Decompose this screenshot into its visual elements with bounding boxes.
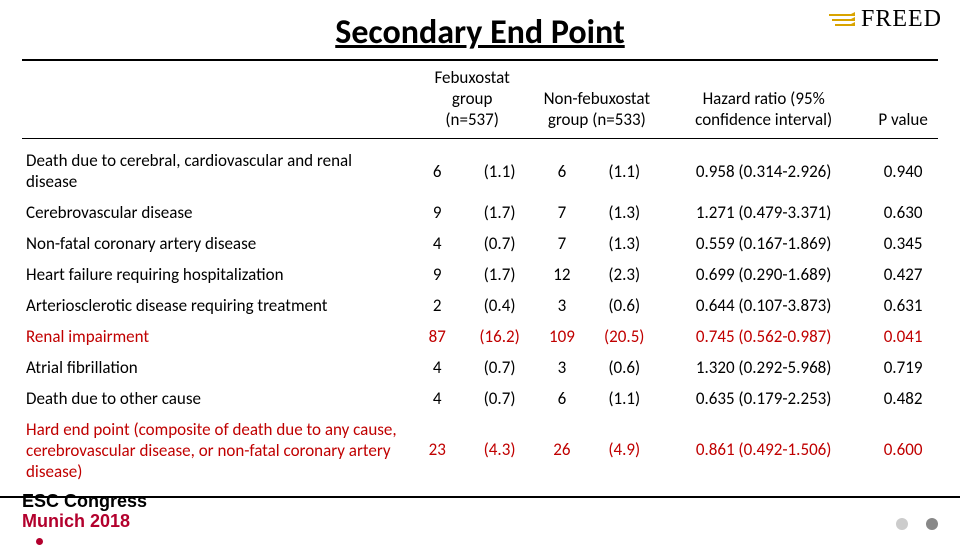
cell-nonfeb-pct: (1.1) <box>589 145 659 197</box>
cell-feb-n: 23 <box>410 414 465 484</box>
cell-feb-n: 4 <box>410 383 465 414</box>
header-nonfebuxostat: Non-febuxostat group (n=533) <box>535 63 660 136</box>
cell-nonfeb-pct: (20.5) <box>589 321 659 352</box>
cell-p-value: 0.482 <box>868 383 938 414</box>
cell-hazard-ratio: 0.699 (0.290-1.689) <box>659 259 868 290</box>
cell-feb-pct: (1.7) <box>465 197 535 228</box>
cell-label: Renal impairment <box>22 321 410 352</box>
footer-line2: Munich 2018 <box>22 512 147 549</box>
cell-nonfeb-pct: (0.6) <box>589 352 659 383</box>
footer-munich: Munich 2018 <box>22 512 147 532</box>
table-row: Atrial fibrillation4(0.7)3(0.6)1.320 (0.… <box>22 352 938 383</box>
cell-label: Non-fatal coronary artery disease <box>22 228 410 259</box>
cell-feb-n: 9 <box>410 259 465 290</box>
footer: ESC Congress Munich 2018 <box>0 496 960 544</box>
cell-nonfeb-n: 7 <box>535 228 590 259</box>
cell-nonfeb-pct: (1.3) <box>589 228 659 259</box>
table-row: Renal impairment87(16.2)109(20.5)0.745 (… <box>22 321 938 352</box>
cell-feb-pct: (0.4) <box>465 290 535 321</box>
cell-nonfeb-pct: (1.1) <box>589 383 659 414</box>
cell-hazard-ratio: 0.745 (0.562-0.987) <box>659 321 868 352</box>
cell-feb-n: 2 <box>410 290 465 321</box>
cell-nonfeb-n: 6 <box>535 145 590 197</box>
cell-label: Atrial fibrillation <box>22 352 410 383</box>
cell-hazard-ratio: 0.644 (0.107-3.873) <box>659 290 868 321</box>
header-hazard-ratio: Hazard ratio (95% confidence interval) <box>659 63 868 136</box>
cell-feb-pct: (1.7) <box>465 259 535 290</box>
header-p-value: P value <box>868 63 938 136</box>
brand-text: FREED <box>861 6 942 33</box>
cell-p-value: 0.940 <box>868 145 938 197</box>
table-row: Heart failure requiring hospitalization9… <box>22 259 938 290</box>
cell-p-value: 0.719 <box>868 352 938 383</box>
cell-feb-pct: (16.2) <box>465 321 535 352</box>
page-title: Secondary End Point <box>22 12 938 53</box>
cell-hazard-ratio: 0.861 (0.492-1.506) <box>659 414 868 484</box>
cell-hazard-ratio: 0.559 (0.167-1.869) <box>659 228 868 259</box>
table-row: Arteriosclerotic disease requiring treat… <box>22 290 938 321</box>
endpoints-table: Febuxostat group (n=537) Non-febuxostat … <box>22 63 938 484</box>
cell-label: Arteriosclerotic disease requiring treat… <box>22 290 410 321</box>
nav-dot-2[interactable] <box>926 518 938 530</box>
cell-feb-pct: (1.1) <box>465 145 535 197</box>
brand-logo: FREED <box>829 6 942 33</box>
cell-nonfeb-n: 109 <box>535 321 590 352</box>
table-row: Hard end point (composite of death due t… <box>22 414 938 484</box>
cell-hazard-ratio: 0.635 (0.179-2.253) <box>659 383 868 414</box>
slide: FREED Secondary End Point Febuxostat gro… <box>0 0 960 544</box>
header-febuxostat: Febuxostat group (n=537) <box>410 63 535 136</box>
cell-nonfeb-pct: (1.3) <box>589 197 659 228</box>
cell-feb-n: 4 <box>410 352 465 383</box>
rule-under-header <box>22 138 938 139</box>
cell-nonfeb-pct: (0.6) <box>589 290 659 321</box>
cell-p-value: 0.345 <box>868 228 938 259</box>
footer-congress: ESC Congress <box>22 492 147 512</box>
table-row: Cerebrovascular disease9(1.7)7(1.3)1.271… <box>22 197 938 228</box>
rule-top <box>22 59 938 61</box>
cell-feb-pct: (0.7) <box>465 383 535 414</box>
cell-feb-pct: (0.7) <box>465 228 535 259</box>
cell-label: Hard end point (composite of death due t… <box>22 414 410 484</box>
cell-nonfeb-n: 3 <box>535 290 590 321</box>
cell-label: Heart failure requiring hospitalization <box>22 259 410 290</box>
cell-p-value: 0.600 <box>868 414 938 484</box>
cell-label: Death due to cerebral, cardiovascular an… <box>22 145 410 197</box>
cell-nonfeb-n: 12 <box>535 259 590 290</box>
logo-bars-icon <box>829 12 855 28</box>
footer-text: ESC Congress Munich 2018 <box>22 492 147 550</box>
nav-dot-1[interactable] <box>896 518 908 530</box>
table-row: Death due to cerebral, cardiovascular an… <box>22 145 938 197</box>
table-row: Death due to other cause4(0.7)6(1.1)0.63… <box>22 383 938 414</box>
cell-p-value: 0.631 <box>868 290 938 321</box>
cell-feb-n: 4 <box>410 228 465 259</box>
cell-nonfeb-pct: (2.3) <box>589 259 659 290</box>
cell-feb-pct: (4.3) <box>465 414 535 484</box>
cell-nonfeb-pct: (4.9) <box>589 414 659 484</box>
nav-dots <box>896 518 938 530</box>
cell-hazard-ratio: 1.271 (0.479-3.371) <box>659 197 868 228</box>
cell-p-value: 0.041 <box>868 321 938 352</box>
cell-p-value: 0.427 <box>868 259 938 290</box>
cell-nonfeb-n: 26 <box>535 414 590 484</box>
cell-feb-pct: (0.7) <box>465 352 535 383</box>
cell-feb-n: 87 <box>410 321 465 352</box>
cell-feb-n: 9 <box>410 197 465 228</box>
cell-label: Death due to other cause <box>22 383 410 414</box>
cell-nonfeb-n: 3 <box>535 352 590 383</box>
cell-nonfeb-n: 7 <box>535 197 590 228</box>
cell-nonfeb-n: 6 <box>535 383 590 414</box>
cell-hazard-ratio: 1.320 (0.292-5.968) <box>659 352 868 383</box>
table-body: Death due to cerebral, cardiovascular an… <box>22 136 938 484</box>
table-header: Febuxostat group (n=537) Non-febuxostat … <box>22 63 938 136</box>
cell-feb-n: 6 <box>410 145 465 197</box>
cell-label: Cerebrovascular disease <box>22 197 410 228</box>
cell-hazard-ratio: 0.958 (0.314-2.926) <box>659 145 868 197</box>
cell-p-value: 0.630 <box>868 197 938 228</box>
table-row: Non-fatal coronary artery disease4(0.7)7… <box>22 228 938 259</box>
